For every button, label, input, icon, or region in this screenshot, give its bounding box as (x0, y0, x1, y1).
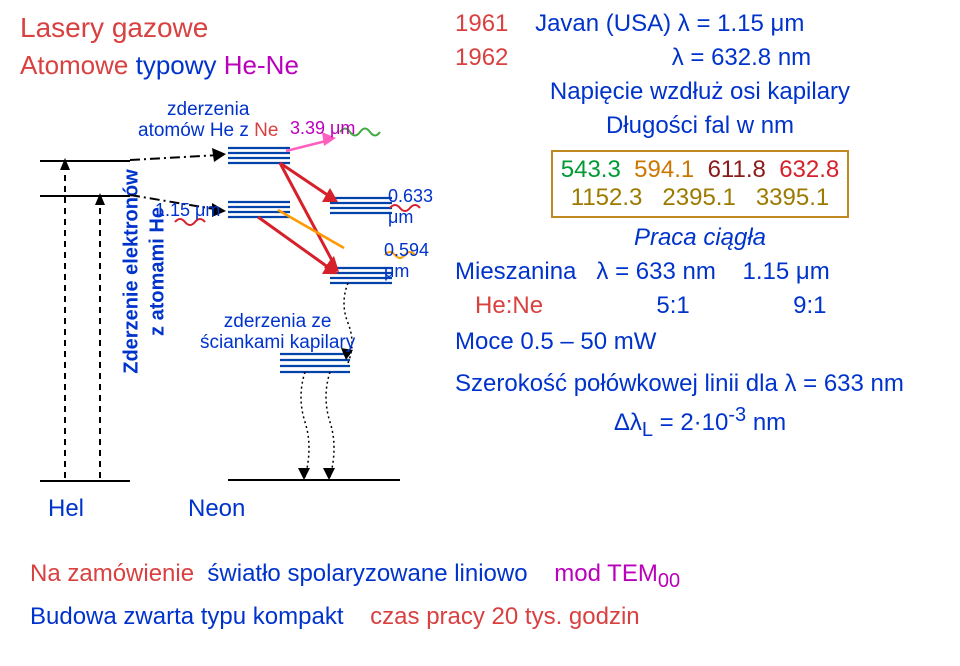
year-1961: 1961 Javan (USA) λ = 1.15 μm (455, 10, 945, 38)
width-line: Szerokość połówkowej linii dla λ = 633 n… (455, 370, 945, 398)
moce-line: Moce 0.5 – 50 mW (455, 328, 945, 356)
ratio-line: He:Ne 5:1 9:1 (455, 292, 945, 320)
label-115: 1.15 μm (155, 200, 220, 221)
delta-line: ΔλL = 2·10-3 nm (455, 404, 945, 442)
diagram-svg (30, 100, 440, 520)
right-column: 1961 Javan (USA) λ = 1.15 μm 1962 λ = 63… (455, 10, 945, 448)
label-633: 0.633 μm (388, 186, 440, 228)
subtitle-atomowe: Atomowe (20, 50, 128, 80)
energy-diagram: Zderzenie elektronów z atomami He (30, 100, 440, 520)
collision-label: zderzenia atomów He z Ne (138, 100, 278, 142)
year-1962: 1962 λ = 632.8 nm (455, 44, 945, 72)
cap-voltage: Napięcie wzdłuż osi kapilary (455, 78, 945, 106)
subtitle-typowy: typowy (136, 50, 217, 80)
praca-ciagla: Praca ciągła (455, 224, 945, 252)
wall-collision-label: zderzenia ze ściankami kapilary (200, 312, 355, 354)
label-339: 3.39 μm (290, 118, 355, 139)
bottom-lines: Na zamówienie światło spolaryzowane lini… (30, 560, 680, 631)
wavelength-box: 543.3 594.1 611.8 632.8 1152.3 2395.1 33… (455, 146, 945, 218)
mixing-line: Mieszanina λ = 633 nm 1.15 μm (455, 258, 945, 286)
hel-label: Hel (48, 495, 84, 523)
label-594: 0.594 μm (384, 240, 440, 282)
subtitle-hene: He-Ne (224, 50, 299, 80)
neon-label: Neon (188, 495, 245, 523)
wavelengths-title: Długości fal w nm (455, 112, 945, 140)
